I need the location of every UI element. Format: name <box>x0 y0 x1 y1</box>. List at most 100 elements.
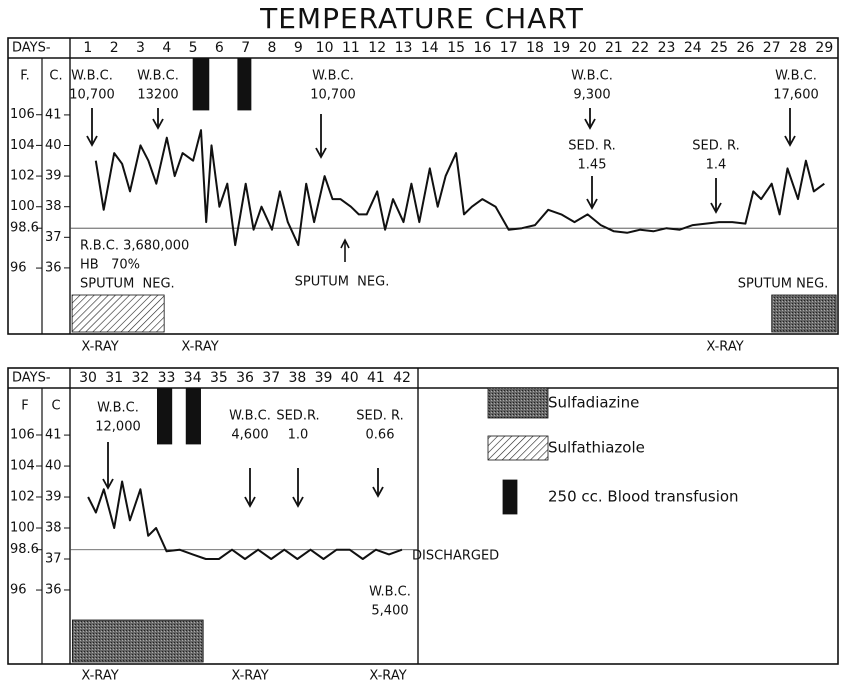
transfusion-bar <box>156 387 173 445</box>
annotation: HB 70% <box>80 258 140 273</box>
drug-period <box>71 619 204 663</box>
annotation: 1.4 <box>706 158 727 173</box>
legend-swatch <box>487 435 549 461</box>
y2-tick-label: 36 <box>45 582 62 597</box>
y-tick-label: 98.6 <box>10 542 39 557</box>
x-tick-label: 40 <box>341 370 359 386</box>
y-tick-label: 96 <box>10 583 27 598</box>
annotation: W.B.C. <box>97 401 139 416</box>
arrow-head <box>784 135 796 147</box>
y-tick-label: 106 <box>10 107 35 122</box>
x-tick-label: 30 <box>79 370 97 386</box>
x-tick-label: 3 <box>136 40 145 56</box>
x-tick-label: 23 <box>658 40 676 56</box>
annotation: 9,300 <box>573 88 610 103</box>
arrow-head <box>586 198 598 210</box>
x-tick-label: 9 <box>294 40 303 56</box>
annotation: W.B.C. <box>571 69 613 84</box>
y2-tick-label: 36 <box>45 260 62 275</box>
y-tick-label: 104 <box>10 458 35 473</box>
y2-tick-label: 40 <box>45 138 62 153</box>
x-tick-label: 19 <box>552 40 570 56</box>
annotation: 1.0 <box>288 428 309 443</box>
annotation: 13200 <box>137 88 178 103</box>
x-tick-label: 28 <box>789 40 807 56</box>
x-tick-label: 34 <box>184 370 202 386</box>
annotation: SED. R. <box>692 139 739 154</box>
temperature-line <box>94 129 825 247</box>
transfusion-bar <box>192 57 210 111</box>
x-tick-label: 25 <box>710 40 728 56</box>
x-tick-label: 26 <box>737 40 755 56</box>
annotation: SED. R. <box>356 409 403 424</box>
arrow-head <box>710 202 722 214</box>
annotation: 1.45 <box>578 158 607 173</box>
transfusion-bar <box>237 57 252 111</box>
arrow-head <box>340 238 350 249</box>
x-ray-label: X-RAY <box>181 340 218 355</box>
y-axis-label: F. <box>20 69 30 84</box>
x-tick-label: 6 <box>215 40 224 56</box>
annotation: SPUTUM NEG. <box>295 275 390 290</box>
arrow-head <box>86 135 98 147</box>
y-tick-label: 98.6 <box>10 221 39 236</box>
x-tick-label: 36 <box>236 370 254 386</box>
x-ray-label: X-RAY <box>231 669 268 683</box>
annotation: 12,000 <box>95 420 141 435</box>
transfusion-bar <box>185 387 201 445</box>
y2-tick-label: 40 <box>45 459 62 474</box>
y-tick-label: 102 <box>10 169 35 184</box>
y2-axis-label: C. <box>49 69 62 84</box>
x-tick-label: 38 <box>288 370 306 386</box>
y-tick-label: 100 <box>10 521 35 536</box>
legend-swatch <box>502 479 518 515</box>
drug-period <box>771 294 837 333</box>
y2-tick-label: 41 <box>45 107 62 122</box>
x-ray-label: X-RAY <box>81 669 118 683</box>
arrow-head <box>584 118 596 130</box>
annotation: 17,600 <box>773 88 819 103</box>
annotation: 10,700 <box>69 88 115 103</box>
x-tick-label: 2 <box>110 40 119 56</box>
temperature-line <box>87 480 403 560</box>
x-tick-label: 13 <box>395 40 413 56</box>
arrow-head <box>102 478 114 490</box>
annotation: W.B.C. <box>229 409 271 424</box>
x-tick-label: 20 <box>579 40 597 56</box>
arrow-head <box>315 147 327 159</box>
y2-tick-label: 37 <box>45 551 62 566</box>
x-tick-label: 22 <box>631 40 649 56</box>
annotation: 10,700 <box>310 88 356 103</box>
x-tick-label: 39 <box>315 370 333 386</box>
x-tick-label: 15 <box>447 40 465 56</box>
y2-tick-label: 37 <box>45 230 62 245</box>
x-tick-label: 14 <box>421 40 439 56</box>
x-tick-label: 16 <box>473 40 491 56</box>
x-ray-label: X-RAY <box>706 340 743 355</box>
x-tick-label: 24 <box>684 40 702 56</box>
annotation: DISCHARGED <box>412 549 499 564</box>
panel-frame <box>7 367 839 665</box>
x-tick-label: 18 <box>526 40 544 56</box>
annotation: W.B.C. <box>369 585 411 600</box>
x-tick-label: 33 <box>158 370 176 386</box>
x-tick-label: 1 <box>83 40 92 56</box>
annotation: SED. R. <box>568 139 615 154</box>
y-tick-label: 106 <box>10 427 35 442</box>
legend-swatch <box>487 387 549 419</box>
y-tick-label: 100 <box>10 199 35 214</box>
y2-tick-label: 38 <box>45 199 62 214</box>
x-tick-label: 8 <box>268 40 277 56</box>
x-tick-label: 35 <box>210 370 228 386</box>
x-tick-label: 29 <box>815 40 833 56</box>
annotation: W.B.C. <box>71 69 113 84</box>
annotation: 5,400 <box>371 604 408 619</box>
x-tick-label: 11 <box>342 40 360 56</box>
y-tick-label: 96 <box>10 261 27 276</box>
x-ray-label: X-RAY <box>81 340 118 355</box>
panel-frame <box>7 37 839 335</box>
x-tick-label: 37 <box>262 370 280 386</box>
arrow-head <box>292 496 304 508</box>
y2-axis-label: C <box>51 399 60 414</box>
